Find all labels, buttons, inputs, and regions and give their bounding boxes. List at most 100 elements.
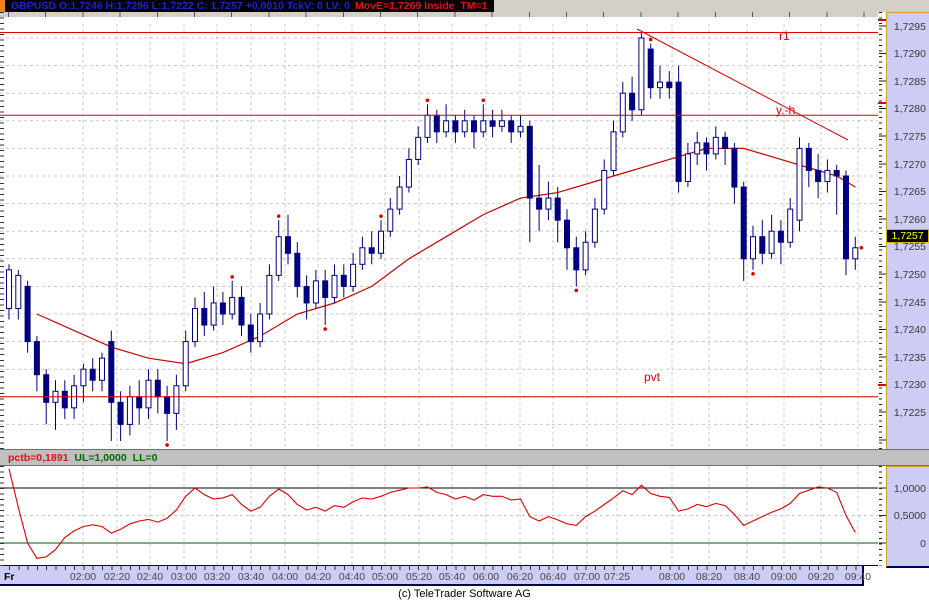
candle-body bbox=[517, 125, 524, 133]
swing-dot bbox=[230, 275, 234, 279]
candle-body bbox=[126, 396, 133, 425]
time-axis-label: 04:40 bbox=[338, 571, 366, 583]
level-axis-mark bbox=[878, 19, 886, 22]
annotation-pvt: pvt bbox=[644, 370, 661, 384]
time-axis-label: Fr bbox=[4, 571, 15, 583]
candle-body bbox=[684, 153, 691, 183]
candle-body bbox=[480, 120, 487, 133]
candle-body bbox=[80, 368, 87, 387]
price-axis-label: 1,7245 bbox=[893, 296, 926, 309]
price-axis-label: 1,7225 bbox=[893, 406, 926, 419]
time-axis-label: 08:40 bbox=[733, 571, 761, 583]
candle-body bbox=[15, 274, 22, 309]
indicator-value-text: pctb=0,1891 bbox=[8, 451, 69, 464]
candle-body bbox=[266, 274, 273, 315]
candle-body bbox=[712, 136, 719, 155]
candle-body bbox=[61, 390, 68, 409]
price-axis-label: 1,7275 bbox=[893, 130, 926, 143]
candle-body bbox=[610, 131, 617, 171]
candle-body bbox=[340, 274, 347, 287]
candle-body bbox=[396, 186, 403, 210]
candle-body bbox=[378, 230, 384, 254]
level-lines bbox=[0, 28, 878, 398]
price-chart-panel[interactable] bbox=[0, 12, 878, 461]
candle-body bbox=[629, 92, 636, 111]
candle-body bbox=[405, 158, 412, 188]
candle-body bbox=[6, 269, 12, 309]
indicator-gridlines bbox=[0, 466, 878, 566]
chart-title-bar[interactable]: GBPUSD O:1,7246 H:1,7296 L:1,7222 C: 1,7… bbox=[0, 0, 929, 12]
time-axis-label: 05:40 bbox=[438, 571, 466, 583]
price-axis-label: 1,7230 bbox=[893, 379, 926, 392]
candle-body bbox=[498, 120, 505, 127]
candle-body bbox=[657, 81, 663, 89]
candle-body bbox=[424, 114, 431, 138]
swing-dot bbox=[276, 214, 281, 218]
candle-body bbox=[852, 247, 859, 260]
candle-body bbox=[303, 285, 310, 304]
candle-body bbox=[768, 230, 775, 254]
indicator-axis-major-ticks bbox=[879, 466, 886, 566]
indicator-levels bbox=[0, 487, 878, 544]
candle-body bbox=[285, 236, 291, 254]
candle-body bbox=[526, 125, 533, 199]
indicator-chart[interactable] bbox=[0, 466, 878, 566]
left-axis-ticks bbox=[0, 12, 4, 449]
candle-body bbox=[247, 324, 254, 343]
level-axis-mark bbox=[878, 102, 886, 105]
candle-body bbox=[294, 252, 301, 287]
time-axis-label: 03:20 bbox=[203, 571, 231, 583]
candle-body bbox=[192, 307, 198, 343]
time-axis[interactable]: Fr 02:00 02:20 02:40 03:00 03:20 03:40 04:00 04:… bbox=[0, 566, 871, 586]
price-axis-label: 1,7270 bbox=[893, 158, 926, 171]
indicator-axis-label: 1,0000 bbox=[893, 482, 926, 495]
swing-dot bbox=[751, 272, 755, 276]
time-axis-label: 09:20 bbox=[807, 571, 835, 583]
time-axis-label: 07:25 bbox=[603, 571, 631, 583]
price-axis-label: 1,7240 bbox=[893, 324, 926, 337]
price-axis-label: 1,7260 bbox=[893, 213, 926, 226]
indicator-ul-text: UL=1,0000 bbox=[74, 451, 127, 464]
price-axis-label: 1,7285 bbox=[893, 75, 926, 88]
time-axis-label: 07:00 bbox=[573, 571, 601, 583]
price-axis-label: 1,7235 bbox=[893, 351, 926, 364]
indicator-header-bar[interactable]: pctb=0,1891 UL=1,0000 LL=0 bbox=[0, 449, 929, 466]
time-axis-label: 06:20 bbox=[506, 571, 534, 583]
candle-body bbox=[24, 285, 31, 343]
candlestick-chart[interactable] bbox=[0, 24, 878, 461]
candle-body bbox=[564, 219, 570, 249]
candle-body bbox=[322, 280, 329, 298]
candle-body bbox=[89, 368, 96, 381]
candle-body bbox=[545, 197, 552, 210]
link-square-icon bbox=[0, 0, 5, 12]
time-axis-label: 09:40 bbox=[844, 571, 872, 583]
ma-line bbox=[36, 147, 856, 365]
indicator-axis[interactable]: 1,0000 0,5000 0 bbox=[886, 466, 929, 568]
price-axis-label: 1,7290 bbox=[893, 48, 926, 61]
last-price-badge: 1,7257 bbox=[886, 229, 929, 243]
swing-dot bbox=[323, 327, 328, 331]
candle-body bbox=[43, 374, 50, 403]
candle-body bbox=[108, 341, 115, 403]
candle-body bbox=[554, 197, 561, 221]
candle-body bbox=[647, 48, 654, 89]
ticker-ohlc-text: GBPUSD O:1,7246 H:1,7296 L:1,7222 C: 1,7… bbox=[11, 0, 351, 12]
candle-body bbox=[815, 169, 822, 183]
candle-body bbox=[471, 120, 477, 133]
candle-body bbox=[619, 92, 626, 133]
indicator-axis-label: 0,5000 bbox=[893, 510, 926, 522]
candle-body bbox=[173, 385, 180, 414]
candle-body bbox=[805, 147, 812, 171]
candle-body bbox=[145, 379, 152, 409]
swing-dot bbox=[379, 214, 383, 218]
time-axis-label: 04:00 bbox=[271, 571, 299, 583]
swing-dot bbox=[859, 245, 864, 250]
indicator-line bbox=[8, 468, 856, 560]
time-axis-label: 04:20 bbox=[304, 571, 332, 583]
candle-body bbox=[415, 136, 422, 160]
candle-body bbox=[387, 208, 394, 232]
time-axis-label: 03:40 bbox=[237, 571, 265, 583]
candle-body bbox=[666, 81, 673, 89]
candle-body bbox=[257, 313, 264, 343]
time-axis-label: 02:00 bbox=[69, 571, 97, 583]
